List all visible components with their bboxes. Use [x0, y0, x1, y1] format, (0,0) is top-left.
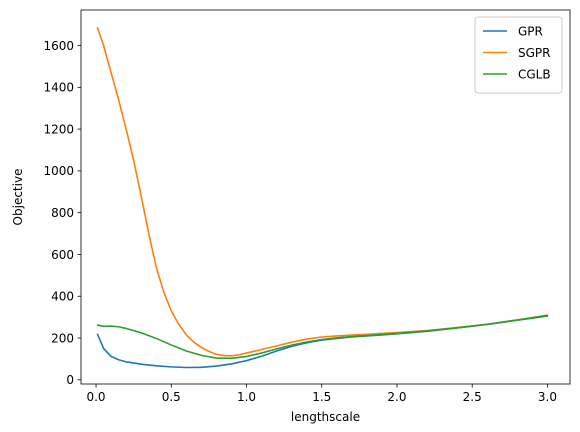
y-tick-label: 1400: [43, 81, 74, 95]
series-layer: [96, 26, 549, 369]
legend-label-gpr: GPR: [518, 24, 543, 38]
x-axis-ticks: 0.0 0.5 1.0 1.5 2.0 2.5 3.0: [86, 384, 557, 404]
x-tick-label: 2.0: [387, 390, 406, 404]
y-tick-label: 200: [51, 331, 74, 345]
y-tick-label: 1200: [43, 122, 74, 136]
legend-label-cglb: CGLB: [518, 67, 551, 81]
y-axis-ticks: 0 200 400 600 800 1000 1200 1400 1600: [43, 39, 81, 387]
x-tick-label: 3.0: [538, 390, 557, 404]
y-tick-label: 1000: [43, 164, 74, 178]
y-tick-label: 800: [51, 206, 74, 220]
series-line-cglb: [96, 314, 549, 360]
y-axis-label: Objective: [11, 169, 25, 226]
x-axis-label: lengthscale: [291, 410, 360, 424]
y-tick-label: 400: [51, 290, 74, 304]
y-tick-label: 0: [66, 373, 74, 387]
x-tick-label: 1.5: [312, 390, 331, 404]
legend-label-sgpr: SGPR: [518, 46, 551, 60]
legend: GPR SGPR CGLB: [474, 16, 563, 94]
legend-items: GPR SGPR CGLB: [483, 24, 551, 81]
plot-frame: [80, 9, 571, 385]
series-line-sgpr: [96, 26, 549, 357]
x-tick-label: 0.0: [86, 390, 105, 404]
x-tick-label: 1.0: [237, 390, 256, 404]
y-tick-label: 600: [51, 248, 74, 262]
y-tick-label: 1600: [43, 39, 74, 53]
x-tick-label: 2.5: [463, 390, 482, 404]
x-tick-label: 0.5: [162, 390, 181, 404]
